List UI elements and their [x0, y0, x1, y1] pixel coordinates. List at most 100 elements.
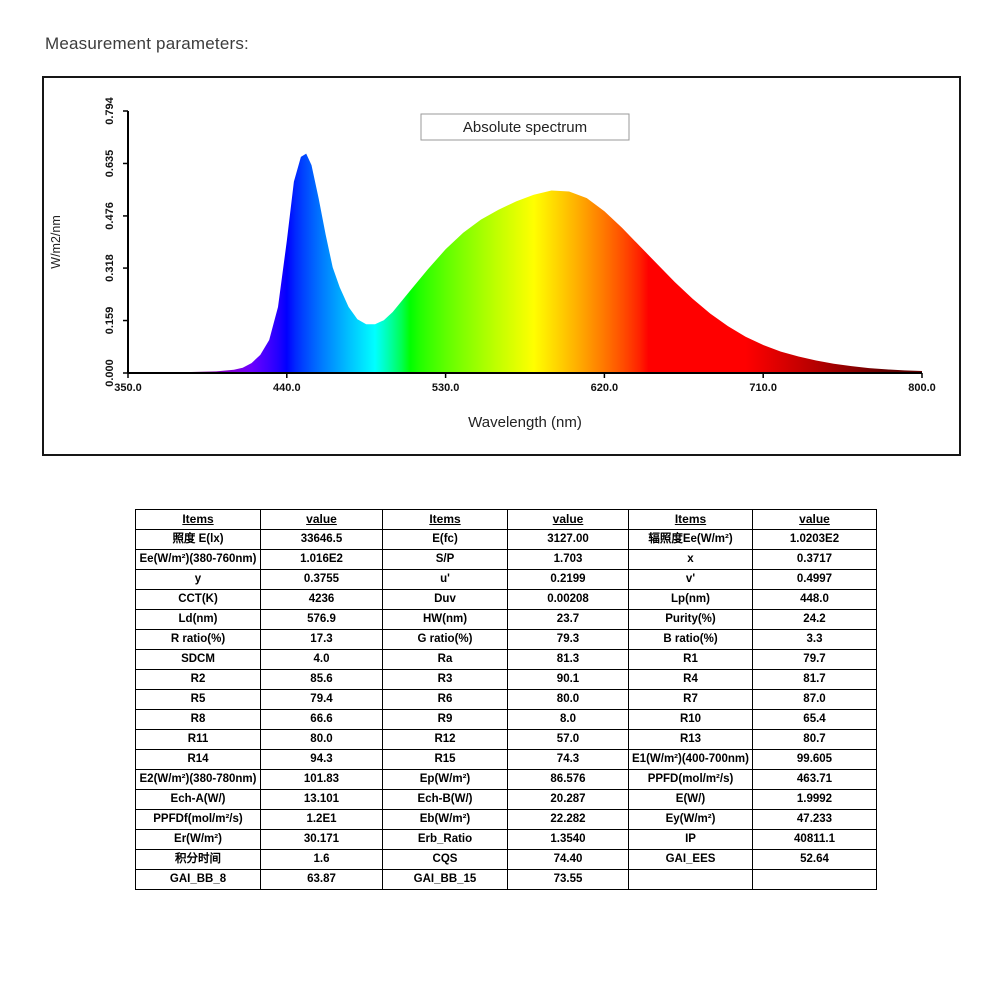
value-cell: 1.9992	[752, 789, 877, 810]
table-row: Ech-A(W/) 13.101 Ech-B(W/) 20.287 E(W/) 1.999…	[135, 789, 877, 810]
spectrum-chart-frame: 350.0 440.0 530.0 620.0 710.0 800.0 0.000 0.159…	[42, 76, 961, 456]
column-header: Items	[628, 509, 753, 530]
item-cell: Ee(W/m²)(380-760nm)	[135, 549, 261, 570]
table-row: GAI_BB_8 63.87 GAI_BB_15 73.55	[135, 869, 877, 890]
x-axis-label: Wavelength (nm)	[468, 414, 582, 431]
item-cell: v'	[628, 569, 753, 590]
item-cell: IP	[628, 829, 753, 850]
item-cell: HW(nm)	[382, 609, 508, 630]
item-cell: 照度 E(lx)	[135, 529, 261, 550]
y-tick-label: 0.476	[104, 202, 116, 230]
value-cell: 74.3	[507, 749, 629, 770]
value-cell: 79.4	[260, 689, 383, 710]
table-row: E2(W/m²)(380-780nm) 101.83 Ep(W/m²) 86.576 P…	[135, 769, 877, 790]
table-row: R5 79.4 R6 80.0 R7 87.0	[135, 689, 877, 710]
y-tick-label: 0.794	[104, 96, 116, 124]
item-cell: 辐照度Ee(W/m²)	[628, 529, 753, 550]
value-cell: 1.0203E2	[752, 529, 877, 550]
value-cell: 463.71	[752, 769, 877, 790]
value-cell: 80.0	[260, 729, 383, 750]
value-cell: 86.576	[507, 769, 629, 790]
value-cell: 79.7	[752, 649, 877, 670]
x-tick-label: 440.0	[273, 382, 301, 394]
item-cell: R5	[135, 689, 261, 710]
value-cell: 22.282	[507, 809, 629, 830]
item-cell: GAI_EES	[628, 849, 753, 870]
item-cell: R ratio(%)	[135, 629, 261, 650]
value-cell: 87.0	[752, 689, 877, 710]
value-cell: 94.3	[260, 749, 383, 770]
table-row: 照度 E(lx) 33646.5 E(fc) 3127.00 辐照度Ee(W/m²) 1.…	[135, 529, 877, 550]
item-cell: Ep(W/m²)	[382, 769, 508, 790]
value-cell: 63.87	[260, 869, 383, 890]
item-cell: R4	[628, 669, 753, 690]
value-cell: 23.7	[507, 609, 629, 630]
item-cell: SDCM	[135, 649, 261, 670]
value-cell: 0.00208	[507, 589, 629, 610]
item-cell: Duv	[382, 589, 508, 610]
y-axis-label: W/m2/nm	[49, 215, 63, 268]
value-cell: 47.233	[752, 809, 877, 830]
value-cell: 73.55	[507, 869, 629, 890]
table-row: 积分时间 1.6 CQS 74.40 GAI_EES 52.64	[135, 849, 877, 870]
y-tick-label: 0.318	[104, 254, 116, 282]
value-cell: 13.101	[260, 789, 383, 810]
table-row: R ratio(%) 17.3 G ratio(%) 79.3 B ratio(%) 3.…	[135, 629, 877, 650]
item-cell: Er(W/m²)	[135, 829, 261, 850]
value-cell: 1.703	[507, 549, 629, 570]
table-row: R14 94.3 R15 74.3 E1(W/m²)(400-700nm) 99.605	[135, 749, 877, 770]
item-cell: R8	[135, 709, 261, 730]
item-cell: 积分时间	[135, 849, 261, 870]
y-tick-label: 0.000	[104, 359, 116, 387]
item-cell: R9	[382, 709, 508, 730]
item-cell: R1	[628, 649, 753, 670]
table-row: PPFDf(mol/m²/s) 1.2E1 Eb(W/m²) 22.282 Ey(W/m…	[135, 809, 877, 830]
item-cell: E2(W/m²)(380-780nm)	[135, 769, 261, 790]
value-cell: 0.3755	[260, 569, 383, 590]
y-tick-label: 0.159	[104, 307, 116, 335]
value-cell: 8.0	[507, 709, 629, 730]
value-cell: 3.3	[752, 629, 877, 650]
item-cell: Ech-B(W/)	[382, 789, 508, 810]
value-cell: 40811.1	[752, 829, 877, 850]
table-row: Er(W/m²) 30.171 Erb_Ratio 1.3540 IP 40811.1	[135, 829, 877, 850]
x-tick-label: 530.0	[432, 382, 460, 394]
item-cell: E1(W/m²)(400-700nm)	[628, 749, 753, 770]
value-cell: 1.6	[260, 849, 383, 870]
item-cell: R14	[135, 749, 261, 770]
item-cell: Erb_Ratio	[382, 829, 508, 850]
item-cell: Purity(%)	[628, 609, 753, 630]
item-cell: Ech-A(W/)	[135, 789, 261, 810]
item-cell: Eb(W/m²)	[382, 809, 508, 830]
header-row: Items value Items value Items value	[135, 509, 877, 530]
measurement-table: Items value Items value Items value 照度 E(lx) 3…	[135, 509, 877, 890]
item-cell: R3	[382, 669, 508, 690]
item-cell: GAI_BB_8	[135, 869, 261, 890]
item-cell: R10	[628, 709, 753, 730]
item-cell: E(W/)	[628, 789, 753, 810]
value-cell: 24.2	[752, 609, 877, 630]
value-cell: 17.3	[260, 629, 383, 650]
table-row: Ee(W/m²)(380-760nm) 1.016E2 S/P 1.703 x 0.371…	[135, 549, 877, 570]
table-row: Ld(nm) 576.9 HW(nm) 23.7 Purity(%) 24.2	[135, 609, 877, 630]
value-cell: 20.287	[507, 789, 629, 810]
value-cell: 74.40	[507, 849, 629, 870]
value-cell: 81.7	[752, 669, 877, 690]
item-cell: Ey(W/m²)	[628, 809, 753, 830]
item-cell: GAI_BB_15	[382, 869, 508, 890]
value-cell	[752, 869, 877, 890]
x-tick-label: 620.0	[591, 382, 619, 394]
item-cell: CQS	[382, 849, 508, 870]
value-cell: 57.0	[507, 729, 629, 750]
item-cell: x	[628, 549, 753, 570]
value-cell: 30.171	[260, 829, 383, 850]
column-header: value	[752, 509, 877, 530]
value-cell: 85.6	[260, 669, 383, 690]
x-tick-label: 350.0	[114, 382, 142, 394]
item-cell: Ra	[382, 649, 508, 670]
value-cell: 0.2199	[507, 569, 629, 590]
value-cell: 80.7	[752, 729, 877, 750]
value-cell: 576.9	[260, 609, 383, 630]
value-cell: 33646.5	[260, 529, 383, 550]
value-cell: 3127.00	[507, 529, 629, 550]
